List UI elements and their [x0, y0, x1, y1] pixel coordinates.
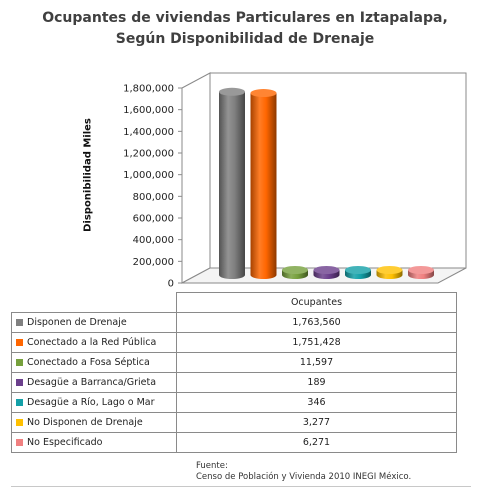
- bar-1: [219, 87, 245, 280]
- series-name: Conectado a la Red Pública: [27, 337, 157, 348]
- divider: [11, 486, 471, 487]
- y-tick-label: 1,400,000: [123, 127, 174, 138]
- chart-title-line-1: Ocupantes de viviendas Particulares en I…: [42, 10, 448, 26]
- table-row: Disponen de Drenaje 1,763,560: [11, 312, 457, 333]
- bar-5: [345, 266, 371, 279]
- bar-chart-3d: 0 200,000 400,000 600,000 800,000 1,000,000 1,…: [123, 72, 467, 290]
- data-table-corner: [12, 293, 177, 313]
- series-name: No Disponen de Drenaje: [27, 417, 143, 428]
- series-name: Desagüe a Río, Lago o Mar: [27, 397, 155, 408]
- y-tick-label: 1,800,000: [123, 84, 174, 95]
- y-tick-label: 800,000: [133, 192, 174, 203]
- legend-swatch: [16, 419, 23, 426]
- legend-swatch: [16, 379, 23, 386]
- y-axis-label: Disponibilidad Miles: [82, 118, 94, 232]
- series-name: Disponen de Drenaje: [27, 317, 127, 328]
- series-name-cell: Desagüe a Barranca/Grieta: [11, 372, 177, 393]
- table-row: Desagüe a Barranca/Grieta 189: [11, 372, 457, 393]
- y-tick-label: 0: [168, 279, 174, 290]
- series-name-cell: Disponen de Drenaje: [11, 312, 177, 333]
- bar-7: [408, 266, 434, 279]
- chart-side-wall: [181, 72, 211, 284]
- y-tick-label: 200,000: [133, 257, 174, 268]
- chart-title: Ocupantes de viviendas Particulares en I…: [0, 8, 490, 50]
- bar-3: [282, 266, 308, 279]
- series-name: Conectado a Fosa Séptica: [27, 357, 150, 368]
- series-name: No Especificado: [27, 437, 103, 448]
- series-value: 189: [176, 372, 457, 393]
- series-value: 6,271: [176, 432, 457, 453]
- series-name: Desagüe a Barranca/Grieta: [27, 377, 157, 388]
- data-table: Ocupantes Disponen de Drenaje 1,763,560 Co…: [11, 292, 457, 453]
- table-row: Conectado a la Red Pública 1,751,428: [11, 332, 457, 353]
- bar-2: [250, 89, 277, 280]
- legend-swatch: [16, 319, 23, 326]
- table-row: No Especificado 6,271: [11, 432, 457, 453]
- chart-back-wall: [209, 72, 467, 269]
- bar-6: [376, 266, 403, 279]
- table-row: Desagüe a Río, Lago o Mar 346: [11, 392, 457, 413]
- series-name-cell: No Especificado: [11, 432, 177, 453]
- source-note: Fuente: Censo de Población y Vivienda 20…: [196, 461, 411, 483]
- y-tick-label: 1,000,000: [123, 170, 174, 181]
- table-row: Conectado a Fosa Séptica 11,597: [11, 352, 457, 373]
- series-name-cell: Conectado a la Red Pública: [11, 332, 177, 353]
- y-tick-label: 600,000: [133, 214, 174, 225]
- series-value: 1,763,560: [176, 312, 457, 333]
- chart-title-line-2: Según Disponibilidad de Drenaje: [115, 31, 375, 47]
- y-tick-label: 1,600,000: [123, 105, 174, 116]
- bar-4: [313, 266, 340, 279]
- y-tick-label: 400,000: [133, 235, 174, 246]
- series-value: 11,597: [176, 352, 457, 373]
- data-table-header: Ocupantes: [12, 292, 457, 313]
- series-value: 3,277: [176, 412, 457, 433]
- legend-swatch: [16, 339, 23, 346]
- series-value: 1,751,428: [176, 332, 457, 353]
- legend-swatch: [16, 359, 23, 366]
- legend-swatch: [16, 439, 23, 446]
- series-value: 346: [176, 392, 457, 413]
- series-name-cell: Conectado a Fosa Séptica: [11, 352, 177, 373]
- y-tick-label: 1,200,000: [123, 149, 174, 160]
- source-text: Censo de Población y Vivienda 2010 INEGI…: [196, 472, 412, 482]
- legend-swatch: [16, 399, 23, 406]
- source-label: Fuente:: [196, 461, 228, 471]
- category-label: Ocupantes: [176, 292, 457, 313]
- series-name-cell: Desagüe a Río, Lago o Mar: [11, 392, 177, 413]
- series-name-cell: No Disponen de Drenaje: [11, 412, 177, 433]
- table-row: No Disponen de Drenaje 3,277: [11, 412, 457, 433]
